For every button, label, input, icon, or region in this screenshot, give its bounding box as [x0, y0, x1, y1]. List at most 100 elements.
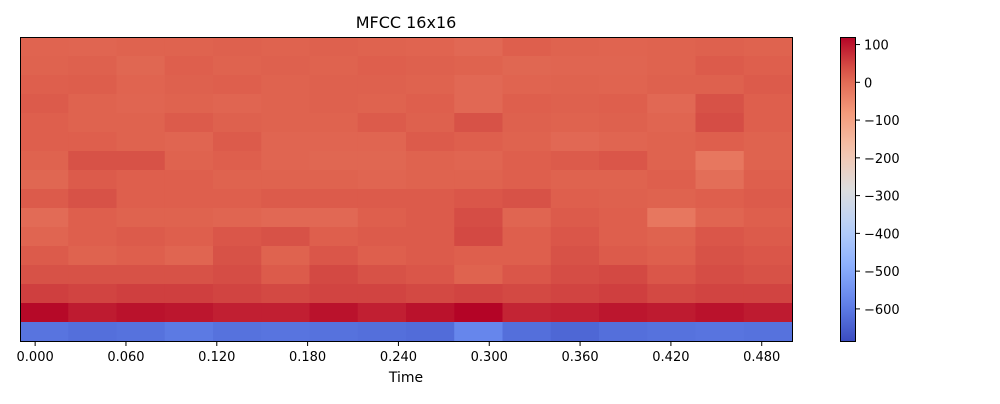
heatmap-cell [743, 170, 793, 190]
heatmap-cell [454, 151, 504, 171]
heatmap-cell [213, 265, 262, 285]
heatmap-cell [309, 246, 359, 266]
heatmap-cell [68, 37, 118, 57]
heatmap-cell [406, 132, 455, 152]
heatmap-cell [454, 227, 504, 247]
heatmap-cell [695, 227, 745, 247]
heatmap-cell [68, 284, 118, 304]
heatmap-cell [116, 265, 166, 285]
heatmap-cell [647, 265, 697, 285]
heatmap-cell [695, 94, 745, 114]
heatmap-cell [550, 303, 600, 323]
heatmap-cell [20, 284, 69, 304]
heatmap-cell [357, 132, 407, 152]
heatmap-cell [261, 227, 311, 247]
colorbar-frame [840, 37, 856, 342]
heatmap-cell [454, 208, 504, 228]
x-tick-label: 0.000 [17, 350, 54, 365]
heatmap-cell [164, 265, 214, 285]
heatmap-cell [309, 265, 359, 285]
heatmap-cell [20, 56, 69, 76]
heatmap-cell [454, 113, 504, 133]
heatmap-cell [695, 303, 745, 323]
heatmap-cell [406, 284, 455, 304]
x-axis: 0.000 0.060 0.120 0.180 0.240 0.300 0.360 0.420… [17, 341, 780, 365]
heatmap-cell [695, 75, 745, 95]
heatmap-cell [20, 151, 69, 171]
heatmap-cell [454, 303, 504, 323]
heatmap-cell [213, 151, 262, 171]
heatmap-cell [599, 151, 648, 171]
heatmap-cell [406, 94, 455, 114]
heatmap-cell [116, 75, 166, 95]
heatmap-cell [261, 303, 311, 323]
heatmap-cell [309, 170, 359, 190]
heatmap-cell [743, 113, 793, 133]
heatmap-cell [68, 227, 118, 247]
heatmap-cell [20, 113, 69, 133]
heatmap-cell [68, 132, 118, 152]
heatmap-cell [164, 189, 214, 209]
heatmap-cell [599, 75, 648, 95]
heatmap-cell [599, 284, 648, 304]
heatmap-cell [647, 246, 697, 266]
heatmap-cell [213, 113, 262, 133]
colorbar-tick-label: −200 [864, 152, 900, 167]
heatmap-cell [116, 284, 166, 304]
heatmap-cell [357, 75, 407, 95]
heatmap-cell [695, 170, 745, 190]
heatmap-cell [261, 113, 311, 133]
heatmap-cell [20, 94, 69, 114]
heatmap-cell [502, 189, 552, 209]
heatmap-cell [261, 246, 311, 266]
heatmap-cell [550, 151, 600, 171]
heatmap-cell [116, 227, 166, 247]
heatmap-cell [357, 56, 407, 76]
heatmap-cell [309, 94, 359, 114]
heatmap-cell [116, 189, 166, 209]
heatmap-cell [164, 227, 214, 247]
x-tick-label: 0.120 [198, 350, 235, 365]
heatmap-cell [164, 151, 214, 171]
heatmap-cell [309, 208, 359, 228]
heatmap-cell [68, 189, 118, 209]
heatmap-cell [20, 189, 69, 209]
heatmap-cell [695, 265, 745, 285]
heatmap-cell [213, 94, 262, 114]
heatmap-cell [116, 37, 166, 57]
heatmap-cell [357, 189, 407, 209]
heatmap-cell [695, 132, 745, 152]
heatmap-cell [406, 208, 455, 228]
heatmap-cell [454, 284, 504, 304]
chart-title: MFCC 16x16 [356, 13, 457, 32]
heatmap-cell [20, 322, 69, 342]
heatmap-cell [261, 170, 311, 190]
heatmap-cell [68, 113, 118, 133]
heatmap-cell [695, 113, 745, 133]
heatmap-cell [695, 246, 745, 266]
heatmap-cell [213, 227, 262, 247]
heatmap-cell [116, 303, 166, 323]
heatmap-cell [164, 208, 214, 228]
heatmap-cell [116, 246, 166, 266]
colorbar-tick-label: 100 [864, 39, 889, 54]
heatmap-cell [164, 322, 214, 342]
heatmap-cell [164, 303, 214, 323]
heatmap-cell [357, 208, 407, 228]
heatmap-cell [599, 37, 648, 57]
heatmap-cell [309, 303, 359, 323]
heatmap-cell [68, 56, 118, 76]
heatmap-cell [502, 94, 552, 114]
heatmap-cell [502, 227, 552, 247]
heatmap-cell [261, 94, 311, 114]
heatmap-cell [502, 284, 552, 304]
heatmap-cell [695, 151, 745, 171]
heatmap-cell [164, 94, 214, 114]
heatmap-cell [502, 113, 552, 133]
heatmap-cell [743, 208, 793, 228]
heatmap-cell [68, 322, 118, 342]
heatmap-cell [68, 151, 118, 171]
heatmap-cell [743, 132, 793, 152]
heatmap-cell [357, 113, 407, 133]
heatmap-cell [164, 56, 214, 76]
